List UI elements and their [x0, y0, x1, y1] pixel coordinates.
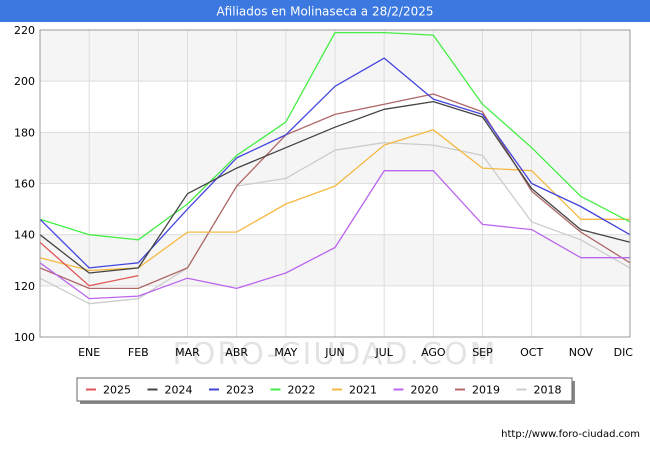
y-tick-label: 180	[14, 126, 35, 139]
series-line-2023	[39, 57, 631, 269]
legend-label-2023: 2023	[226, 384, 254, 397]
series-line-2020	[39, 170, 630, 300]
y-axis-ticks: 100 120 140 160 180 200 220	[14, 24, 35, 344]
series-line-2018	[39, 141, 631, 305]
y-tick-label: 200	[14, 75, 35, 88]
y-tick-label: 100	[14, 331, 35, 344]
y-tick-label: 120	[14, 280, 35, 293]
y-tick-label: 220	[14, 24, 35, 37]
legend-label-2019: 2019	[472, 384, 500, 397]
series-line-2024	[39, 100, 631, 274]
x-tick-label: JUN	[324, 346, 345, 359]
legend-label-2022: 2022	[288, 384, 316, 397]
watermark: FORO-CIUDAD.COM	[173, 337, 498, 372]
series-lines	[39, 31, 631, 305]
legend-label-2020: 2020	[411, 384, 439, 397]
x-tick-label: DIC	[614, 346, 634, 359]
y-tick-label: 140	[14, 229, 35, 242]
x-tick-label: ABR	[225, 346, 248, 359]
legend-label-2025: 2025	[103, 384, 131, 397]
legend-label-2021: 2021	[349, 384, 377, 397]
legend-label-2018: 2018	[534, 384, 562, 397]
series-line-2019	[39, 93, 631, 290]
legend-box	[76, 377, 573, 402]
legend: 2025 2024 2023 2022 2021 2020 2019 2018	[76, 377, 575, 404]
series-line-2025	[39, 241, 139, 287]
series-line-2022	[39, 31, 631, 241]
legend-label-2024: 2024	[165, 384, 193, 397]
y-tick-label: 160	[14, 178, 35, 191]
plot-frame	[39, 29, 631, 338]
x-tick-label: MAR	[175, 346, 200, 359]
x-tick-label: MAY	[274, 346, 297, 359]
title-bar	[0, 0, 650, 22]
x-tick-label: NOV	[569, 346, 594, 359]
x-tick-label: ENE	[78, 346, 100, 359]
x-axis-ticks: ENE FEB MAR ABR MAY JUN JUL AGO SEP OCT NOV DIC	[78, 346, 633, 359]
footer-url: http://www.foro-ciudad.com	[501, 429, 640, 440]
x-tick-label: SEP	[472, 346, 493, 359]
chart-title: Afiliados en Molinaseca a 28/2/2025	[216, 5, 433, 19]
x-tick-label: FEB	[128, 346, 149, 359]
x-tick-label: AGO	[421, 346, 446, 359]
x-tick-label: OCT	[520, 346, 543, 359]
x-tick-label: JUL	[374, 346, 393, 359]
